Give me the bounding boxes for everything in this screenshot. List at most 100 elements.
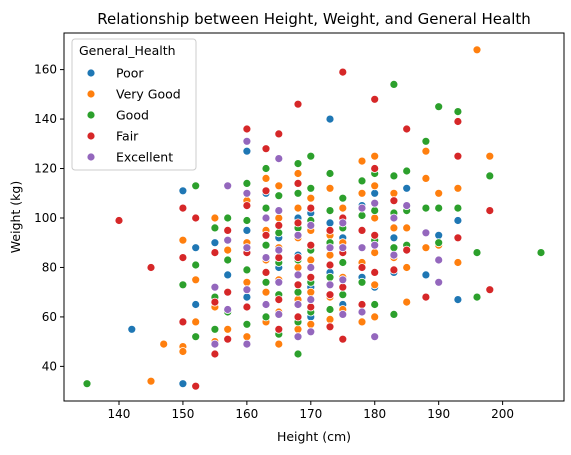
data-point (434, 230, 444, 240)
data-point (338, 290, 348, 300)
data-point (261, 230, 271, 240)
data-point (210, 213, 220, 223)
x-tick-label: 180 (363, 407, 386, 421)
data-point (389, 265, 399, 275)
data-point (338, 282, 348, 292)
y-tick-label: 60 (42, 310, 57, 324)
data-point (357, 277, 367, 287)
data-point (421, 203, 431, 213)
data-point (242, 285, 252, 295)
data-point (421, 243, 431, 253)
legend-marker (86, 89, 96, 99)
data-point (274, 213, 284, 223)
data-point (536, 248, 546, 258)
data-point (261, 186, 271, 196)
data-point (338, 258, 348, 267)
data-point (274, 339, 284, 349)
legend-label: Poor (116, 66, 144, 81)
data-point (261, 173, 271, 183)
data-point (370, 164, 380, 173)
data-point (210, 349, 220, 359)
y-tick-label: 140 (34, 112, 57, 126)
data-point (261, 213, 271, 223)
data-point (434, 203, 444, 213)
data-point (261, 277, 271, 287)
data-point (191, 275, 201, 285)
data-point (370, 188, 380, 198)
data-point (274, 228, 284, 238)
data-point (146, 263, 156, 272)
data-point (357, 243, 367, 253)
data-point (453, 216, 463, 225)
data-point (210, 297, 220, 307)
data-point (223, 270, 233, 280)
y-tick-label: 100 (34, 211, 57, 225)
data-point (223, 287, 233, 297)
data-point (453, 117, 463, 126)
data-point (191, 300, 201, 309)
data-point (338, 309, 348, 319)
data-point (306, 272, 316, 282)
legend: General_Health Poor Very Good Good Fair Excel… (71, 38, 197, 171)
data-point (325, 305, 335, 314)
data-point (242, 302, 252, 312)
data-point (370, 280, 380, 290)
x-tick-label: 200 (491, 407, 514, 421)
data-point (370, 240, 380, 250)
x-tick-label: 150 (171, 407, 194, 421)
data-point (178, 379, 188, 389)
data-point (338, 67, 348, 77)
data-point (191, 317, 201, 327)
legend-marker (86, 152, 96, 162)
data-point (191, 243, 201, 253)
series-fair (114, 67, 495, 391)
data-point (306, 302, 316, 312)
data-point (357, 211, 367, 220)
data-point (389, 223, 399, 233)
data-point (306, 183, 316, 193)
data-point (325, 225, 335, 235)
data-point (178, 280, 188, 290)
data-point (325, 272, 335, 282)
data-point (261, 203, 271, 213)
data-point (370, 206, 380, 216)
data-point (242, 265, 252, 275)
data-point (274, 277, 284, 287)
data-point (389, 188, 399, 198)
legend-title: General_Health (79, 43, 176, 58)
series-excellent (210, 136, 444, 349)
data-point (306, 220, 316, 230)
data-point (261, 253, 271, 263)
data-point (453, 233, 463, 243)
legend-marker (86, 68, 96, 78)
data-point (357, 263, 367, 272)
data-point (389, 171, 399, 181)
data-point (453, 183, 463, 193)
y-axis-label: Weight (kg) (8, 181, 23, 253)
data-point (370, 230, 380, 240)
data-point (293, 324, 303, 334)
data-point (306, 319, 316, 329)
data-point (421, 270, 431, 280)
data-point (242, 319, 252, 329)
data-point (357, 307, 367, 317)
data-point (261, 240, 271, 250)
data-point (242, 243, 252, 253)
data-point (306, 263, 316, 272)
data-point (178, 317, 188, 327)
x-tick-label: 160 (235, 407, 258, 421)
data-point (223, 181, 233, 191)
data-point (402, 166, 412, 176)
data-point (274, 220, 284, 230)
data-point (261, 144, 271, 154)
data-point (274, 154, 284, 164)
points-layer (82, 45, 546, 391)
data-point (191, 213, 201, 223)
data-point (306, 327, 316, 337)
data-point (242, 178, 252, 188)
data-point (293, 332, 303, 342)
data-point (293, 178, 303, 188)
axes: 140 150 160 170 180 190 200 40 60 80 100 120 140 160 (34, 32, 565, 421)
data-point (370, 181, 380, 191)
